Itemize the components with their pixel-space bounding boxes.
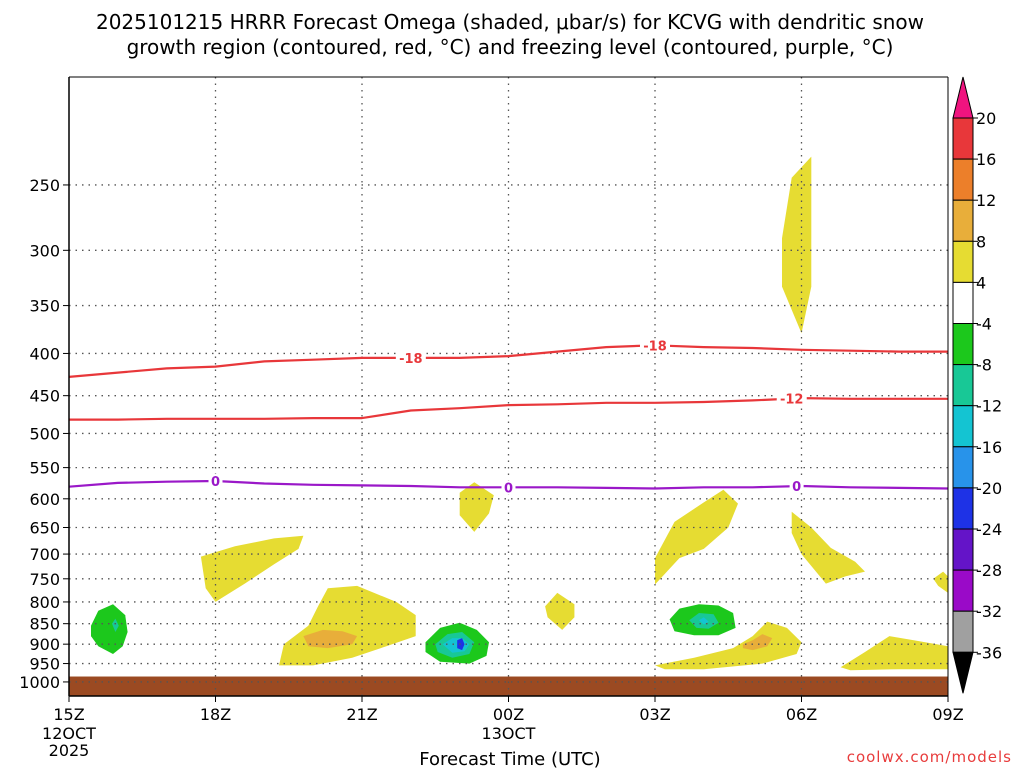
colorbar-segment-11: [952, 569, 974, 612]
colorbar-segment-2: [952, 199, 974, 242]
omega-region-low-ascent-c-8: [742, 634, 773, 651]
contour-label-bg-dendritic-minus18-0: [395, 350, 426, 365]
omega-region-subsidence-a: [91, 604, 128, 654]
x-tick-year-15z: 2025: [49, 741, 90, 760]
y-tick-label-850: 850: [29, 615, 60, 634]
y-tick-label-750: 750: [29, 570, 60, 589]
y-tick-label-350: 350: [29, 297, 60, 316]
colorbar-label-16: 16: [976, 150, 996, 169]
contour-label-dendritic-minus12-0: -12: [780, 393, 804, 408]
y-tick-label-400: 400: [29, 344, 60, 363]
colorbar-segment-1: [952, 158, 974, 201]
colorbar-label-32: -32: [976, 602, 1002, 621]
axes: [63, 76, 949, 702]
colorbar-segment-3: [952, 240, 974, 283]
colorbar-label-20: 20: [976, 109, 996, 128]
y-tick-label-800: 800: [29, 593, 60, 612]
colorbar-label-24: -24: [976, 520, 1002, 539]
omega-region-low-ascent-b: [545, 592, 575, 630]
contour-label-bg-freezing-level-1: [501, 480, 516, 495]
title-line-1: 2025101215 HRRR Forecast Omega (shaded, …: [96, 10, 924, 34]
contour-label-freezing-level-1: 0: [504, 481, 513, 496]
y-tick-label-600: 600: [29, 490, 60, 509]
x-tick-label-06z: 06Z: [786, 705, 817, 724]
colorbar-segment-7: [952, 405, 974, 448]
omega-region-mid-ascent-b: [459, 482, 494, 532]
omega-region-mid-ascent-d: [791, 511, 865, 584]
ground-layer: [69, 676, 948, 696]
contour-label-freezing-level-2: 0: [792, 480, 801, 495]
x-tick-label-18z: 18Z: [200, 705, 231, 724]
x-tick-label-00z: 00Z: [493, 705, 524, 724]
omega-region-subsidence-c-12: [699, 617, 709, 625]
y-axis-tick-labels: 2503003504004505005506006507007508008509…: [19, 176, 60, 692]
x-tick-label-09z: 09Z: [932, 705, 963, 724]
y-tick-label-650: 650: [29, 519, 60, 538]
colorbar-segment-5: [952, 323, 974, 366]
x-tick-date-15z: 12OCT: [42, 724, 96, 743]
y-tick-label-300: 300: [29, 241, 60, 260]
colorbar-label-12: -12: [976, 397, 1002, 416]
omega-shading: [91, 156, 948, 671]
contour-label-bg-dendritic-minus18-1: [640, 338, 670, 353]
colorbar-label-4: -4: [976, 315, 992, 334]
y-tick-label-450: 450: [29, 387, 60, 406]
colorbar-upper-triangle: [952, 76, 974, 119]
x-tick-date-00z: 13OCT: [482, 724, 536, 743]
ground-terrain: [69, 676, 948, 696]
colorbar: 20 16 12 8 4 -4 -8 -12 -16 -20 -24 -28 -32 -36: [952, 76, 1002, 694]
omega-region-subsidence-a-8: [112, 618, 119, 632]
contour-dendritic-minus18: [68, 344, 948, 378]
contour-label-bg-dendritic-minus12-0: [776, 391, 807, 406]
x-tick-label-15z: 15Z: [53, 705, 84, 724]
y-tick-label-500: 500: [29, 424, 60, 443]
colorbar-segment-4: [952, 281, 974, 324]
colorbar-label-4: 4: [976, 273, 986, 292]
y-tick-label-250: 250: [29, 176, 60, 195]
colorbar-segment-12: [952, 610, 974, 653]
colorbar-segment-10: [952, 528, 974, 571]
colorbar-label-20: -20: [976, 479, 1002, 498]
plot-area: [69, 77, 948, 696]
contour-label-freezing-level-0: 0: [211, 475, 220, 490]
contour-lines: -18 -18 -12 0 0 0: [68, 338, 949, 496]
colorbar-segment-0: [952, 117, 974, 160]
colorbar-label-28: -28: [976, 561, 1002, 580]
y-tick-label-1000: 1000: [19, 673, 60, 692]
contour-label-dendritic-minus18-0: -18: [399, 352, 423, 367]
watermark-text: coolwx.com/models: [847, 748, 1012, 766]
plot-background: [69, 77, 948, 696]
omega-region-mid-ascent-c: [655, 489, 738, 585]
omega-region-mid-ascent-e: [933, 571, 948, 593]
contour-label-bg-freezing-level-2: [789, 479, 804, 494]
contour-label-bg-freezing-level-0: [208, 474, 223, 489]
x-tick-label-21z: 21Z: [346, 705, 377, 724]
omega-region-upper-ascent-4: [782, 156, 812, 334]
omega-region-subsidence-b-20: [457, 638, 465, 651]
x-tick-label-03z: 03Z: [639, 705, 670, 724]
omega-region-low-ascent-c: [655, 621, 802, 670]
colorbar-label-16: -16: [976, 438, 1002, 457]
title-line-2: growth region (contoured, red, °C) and f…: [127, 35, 894, 59]
colorbar-lower-triangle: [952, 651, 974, 694]
contour-label-dendritic-minus18-1: -18: [643, 339, 667, 354]
y-tick-label-550: 550: [29, 459, 60, 478]
colorbar-label-12: 12: [976, 191, 996, 210]
colorbar-segment-8: [952, 446, 974, 489]
colorbar-label-8: 8: [976, 232, 986, 251]
colorbar-label-8: -8: [976, 356, 992, 375]
x-axis-label: Forecast Time (UTC): [419, 749, 600, 768]
y-tick-label-700: 700: [29, 545, 60, 564]
colorbar-segment-6: [952, 364, 974, 407]
y-tick-label-900: 900: [29, 635, 60, 654]
chart-title: 2025101215 HRRR Forecast Omega (shaded, …: [96, 10, 924, 59]
omega-region-mid-ascent-a: [200, 535, 304, 602]
colorbar-segment-9: [952, 487, 974, 530]
y-tick-label-950: 950: [29, 655, 60, 674]
colorbar-label-36: -36: [976, 643, 1002, 662]
